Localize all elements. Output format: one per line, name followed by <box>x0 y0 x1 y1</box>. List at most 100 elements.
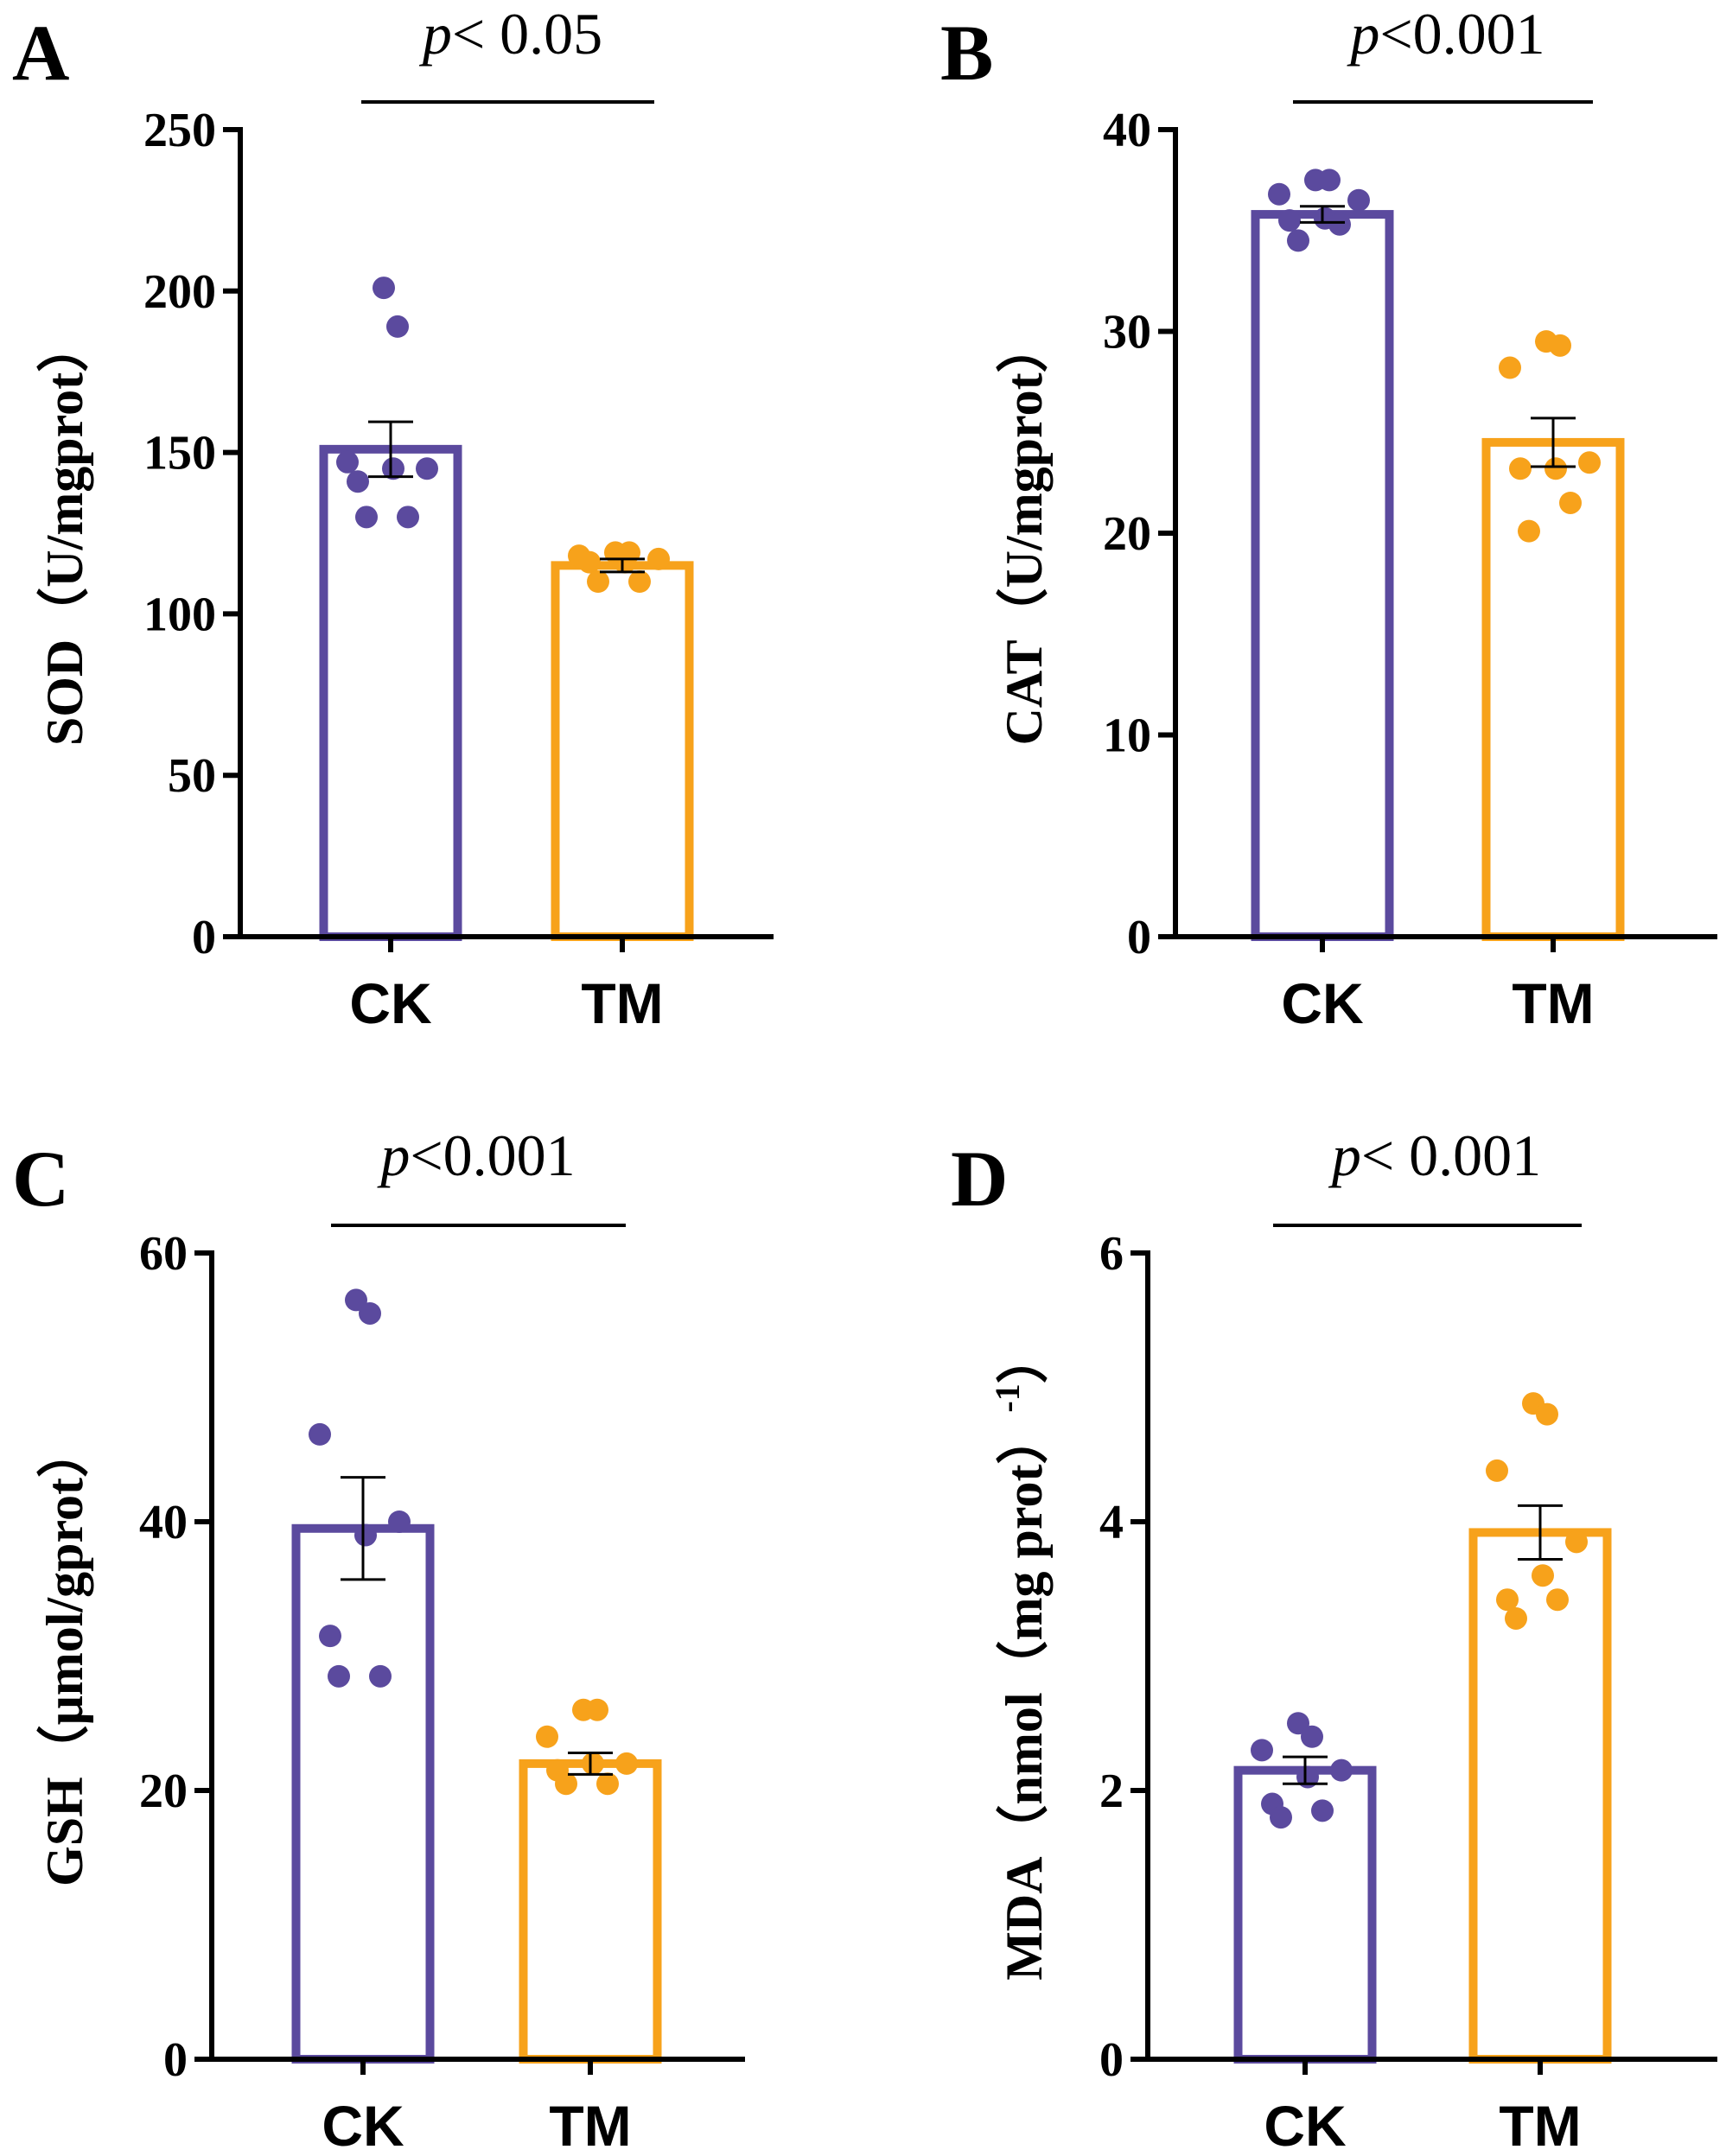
data-point <box>397 506 419 529</box>
significance-text: <0.001 <box>1379 1 1544 67</box>
data-point <box>347 470 369 493</box>
y-axis-label: MDA（nmol（mg prot）-1） <box>988 1332 1053 1981</box>
data-point <box>1546 1588 1569 1612</box>
data-point <box>1318 169 1341 192</box>
data-point <box>359 1301 381 1325</box>
significance-text: < 0.001 <box>1361 1123 1541 1188</box>
significance-p: p <box>419 1 452 67</box>
bar-ck <box>1233 1765 1377 2064</box>
data-point <box>1565 1530 1588 1554</box>
y-tick-label: 0 <box>1099 2033 1124 2087</box>
x-tick-label: CK <box>322 2094 404 2156</box>
y-axis-label: SOD（U/mgprot） <box>35 321 93 746</box>
data-point <box>1549 334 1571 357</box>
x-tick-label: TM <box>549 2094 631 2156</box>
data-point <box>1496 1588 1519 1612</box>
x-tick-label: TM <box>1512 971 1594 1035</box>
y-tick-label: 40 <box>1103 104 1151 157</box>
panel-letter: C <box>12 1135 69 1223</box>
data-point <box>1268 182 1290 206</box>
data-point <box>345 1288 367 1312</box>
data-point <box>1559 491 1582 514</box>
data-point <box>1330 1759 1353 1782</box>
significance-p: p <box>377 1123 410 1188</box>
y-tick-label: 0 <box>192 911 216 964</box>
data-point <box>309 1422 331 1446</box>
data-point <box>596 1772 619 1796</box>
data-point <box>1287 229 1309 252</box>
bar-tm <box>1468 1528 1612 2064</box>
y-tick-label: 0 <box>1127 911 1151 964</box>
y-tick-label: 100 <box>143 588 216 641</box>
data-point <box>587 570 609 594</box>
y-axis-label: GSH（μmol/gprot） <box>35 1426 93 1886</box>
panel-letter: A <box>12 9 69 97</box>
y-tick-label: 150 <box>143 427 216 480</box>
y-axis-label-text: GSH（μmol/gprot） <box>35 1426 93 1886</box>
data-point <box>586 1698 608 1721</box>
data-point <box>354 1523 377 1547</box>
data-point <box>1509 457 1532 480</box>
bar-ck <box>291 1523 435 2064</box>
data-point <box>1287 1712 1309 1735</box>
x-tick-label: TM <box>581 971 663 1035</box>
y-tick-label: 10 <box>1103 709 1151 763</box>
data-point <box>614 550 636 574</box>
bar-tm <box>519 1759 662 2064</box>
significance-label: p< 0.05 <box>419 1 602 67</box>
significance-label: p<0.001 <box>377 1123 575 1188</box>
data-point <box>373 277 395 300</box>
significance-label: p<0.001 <box>1347 1 1544 67</box>
data-point <box>382 457 404 480</box>
bar-tm <box>1481 437 1625 941</box>
data-point <box>1536 1402 1558 1426</box>
bar-ck <box>1251 210 1394 941</box>
x-tick-label: CK <box>349 971 432 1035</box>
data-point <box>615 1752 638 1775</box>
data-point <box>1270 1806 1292 1829</box>
y-tick-label: 60 <box>139 1227 188 1281</box>
data-point <box>1544 457 1567 480</box>
y-tick-label: 2 <box>1099 1765 1124 1818</box>
data-point <box>386 315 409 338</box>
data-point <box>555 1772 577 1796</box>
y-tick-label: 20 <box>1103 507 1151 561</box>
data-point <box>416 457 438 480</box>
data-point <box>1518 519 1540 543</box>
y-tick-label: 0 <box>163 2033 188 2087</box>
data-point <box>536 1725 558 1748</box>
data-point <box>1578 451 1601 474</box>
data-point <box>1505 1606 1527 1630</box>
bar-tm <box>551 561 694 941</box>
data-point <box>578 550 601 574</box>
y-axis-label-end: ） <box>995 1332 1053 1383</box>
data-point <box>388 1510 411 1533</box>
data-point <box>369 1664 392 1688</box>
data-point <box>1328 213 1351 236</box>
y-tick-label: 30 <box>1103 306 1151 359</box>
data-point <box>628 570 651 594</box>
y-tick-label: 6 <box>1099 1227 1124 1281</box>
data-point <box>319 1625 341 1648</box>
y-axis-label-sup: -1 <box>988 1383 1027 1412</box>
y-tick-label: 4 <box>1099 1496 1124 1549</box>
bar-ck <box>319 444 462 941</box>
panel-letter: D <box>951 1135 1008 1223</box>
x-tick-label: CK <box>1281 971 1364 1035</box>
data-point <box>1301 1725 1323 1748</box>
data-point <box>1251 1739 1273 1762</box>
significance-p: p <box>1328 1123 1361 1188</box>
data-point <box>355 506 378 529</box>
significance-text: < 0.05 <box>452 1 602 67</box>
data-point <box>336 450 359 474</box>
data-point <box>582 1752 604 1775</box>
data-point <box>1499 356 1521 379</box>
y-tick-label: 200 <box>143 265 216 319</box>
data-point <box>1278 209 1301 232</box>
data-point <box>1347 188 1370 212</box>
y-tick-label: 50 <box>168 749 216 803</box>
data-point <box>1532 1564 1554 1587</box>
